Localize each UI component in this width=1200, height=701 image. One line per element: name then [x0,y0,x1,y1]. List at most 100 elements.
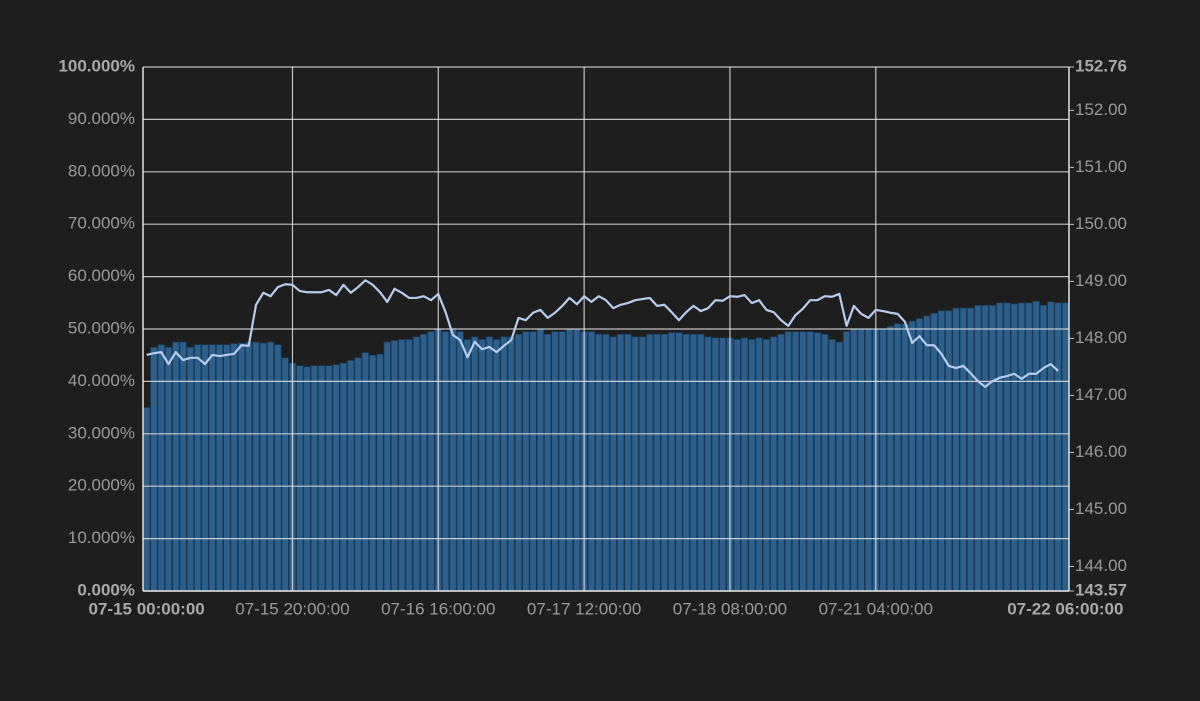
bar [886,326,894,592]
bar [704,336,712,592]
bar [668,332,676,592]
bar [441,331,450,592]
bar [471,336,479,592]
bar [624,333,632,592]
bar [602,333,610,592]
bar [1025,302,1033,592]
bar [478,339,486,592]
bar [660,333,668,592]
y2-tick-label: 146.00 [1075,442,1127,461]
y2-tick-label: 148.00 [1075,328,1127,347]
bar [923,315,931,592]
bar [784,331,792,592]
bar [835,341,843,592]
bar [456,331,464,592]
bar [974,305,982,592]
bar [1010,303,1018,592]
bar [485,336,493,592]
bar [354,357,362,592]
bar [915,318,924,592]
bar [682,333,690,592]
bar [376,353,384,592]
y-tick-label: 60.000% [68,266,135,285]
bar [339,362,348,592]
bar [361,352,369,592]
bar [412,336,421,592]
bar [1039,305,1048,592]
bar [252,341,260,592]
bar [996,302,1004,592]
bar [806,331,814,592]
y-tick-label: 100.000% [58,56,135,75]
bar [988,305,997,592]
x-tick-label: 07-22 06:00:00 [1007,599,1123,618]
bar [711,337,719,592]
bar [186,346,194,592]
bar [390,340,399,592]
bar [420,333,428,592]
y2-tick-label: 149.00 [1075,271,1127,290]
y-tick-label: 10.000% [68,528,135,547]
bar [901,323,909,592]
bar [172,341,180,592]
bar [945,310,953,592]
bar [646,333,654,592]
bar [259,342,267,592]
y2-tick-label: 145.00 [1075,499,1127,518]
bar [536,328,544,592]
y-tick-label: 20.000% [68,476,135,495]
bar [493,339,501,592]
bar [587,331,596,592]
bar [777,333,785,592]
bar [609,336,617,592]
bar [449,328,457,592]
bar [383,341,391,592]
bar [879,328,887,592]
bar [237,342,246,592]
bar [296,365,304,592]
y2-tick-label: 147.00 [1075,385,1127,404]
bar [514,333,523,592]
y-tick-label: 70.000% [68,214,135,233]
bar [981,305,989,592]
bar [267,341,275,592]
bar [1003,302,1011,592]
y-tick-label: 30.000% [68,423,135,442]
bar [653,333,661,592]
bar [164,346,173,592]
y-tick-label: 50.000% [68,318,135,337]
bar [1054,302,1062,592]
x-tick-label: 07-21 04:00:00 [819,599,933,618]
bar [843,331,851,592]
bar [966,307,975,592]
price-line [146,279,1059,388]
bar [369,354,377,592]
bar [347,360,355,592]
bar [463,339,472,592]
y2-tick-label: 151.00 [1075,157,1127,176]
bar [748,339,756,592]
bar [507,336,515,592]
bar [1047,301,1055,592]
bar [719,337,727,592]
bar [1061,302,1069,592]
bar [828,339,836,592]
bar [558,331,566,592]
bar [405,339,413,592]
y2-tick-label: 143.57 [1075,580,1127,599]
bar [908,320,916,592]
bar [770,336,778,592]
y-tick-label: 40.000% [68,371,135,390]
y-tick-label: 0.000% [77,580,135,599]
bar [850,328,858,592]
bar [762,339,771,592]
y2-tick-label: 152.00 [1075,100,1127,119]
bar [500,336,508,592]
bar [332,364,340,592]
bar [230,343,238,592]
bar [631,336,639,592]
bar [755,337,763,592]
bar [544,333,552,592]
bar [398,339,406,592]
bar [952,307,960,592]
